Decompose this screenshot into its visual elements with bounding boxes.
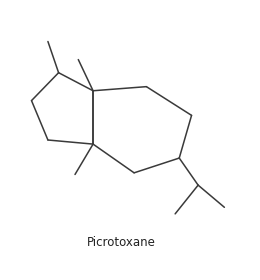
Text: Picrotoxane: Picrotoxane <box>87 236 156 249</box>
